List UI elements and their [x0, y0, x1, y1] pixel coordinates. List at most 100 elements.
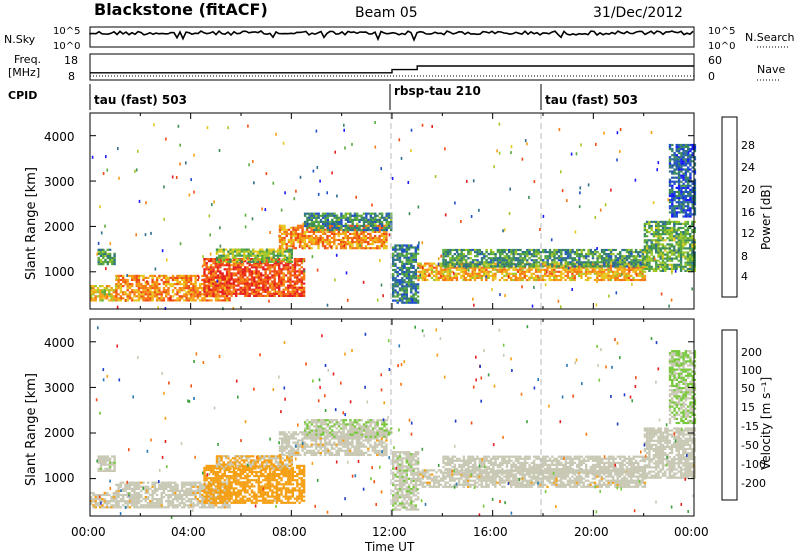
power-cell	[281, 254, 284, 257]
power-cell	[137, 280, 141, 284]
power-cell	[219, 276, 222, 279]
power-cell	[337, 238, 340, 242]
power-cell	[337, 232, 340, 235]
date-title: 31/Dec/2012	[593, 5, 683, 21]
power-cell	[108, 260, 112, 264]
power-cell	[247, 248, 250, 251]
power-cell	[382, 245, 386, 248]
power-cell	[94, 299, 97, 302]
power-cell	[519, 253, 522, 256]
power-cell	[416, 301, 420, 304]
power-cell	[239, 268, 242, 271]
power-cell	[582, 255, 586, 258]
power-cell	[144, 233, 147, 237]
power-cell	[234, 254, 237, 257]
power-cell	[111, 260, 114, 264]
power-cell	[435, 278, 438, 282]
power-cell	[358, 245, 361, 248]
power-cell	[201, 289, 204, 292]
power-cell	[648, 245, 651, 248]
power-cell	[371, 229, 375, 232]
power-cell	[414, 273, 417, 276]
power-cell	[661, 226, 665, 230]
power-cell	[305, 245, 309, 248]
power-cell	[288, 258, 291, 261]
power-cell	[201, 283, 204, 286]
power-cell	[573, 265, 577, 268]
power-cell	[264, 288, 267, 291]
power-cell	[687, 192, 690, 196]
power-cell	[310, 236, 313, 240]
power-cell	[335, 245, 338, 248]
power-cell	[679, 237, 683, 240]
power-cell	[324, 212, 327, 215]
power-cell	[128, 291, 132, 294]
power-cell	[673, 229, 676, 232]
power-cell	[405, 281, 408, 284]
power-cell	[542, 214, 545, 218]
power-cell	[627, 274, 631, 277]
power-cell	[292, 230, 295, 233]
power-cell	[236, 248, 239, 251]
power-cell	[271, 274, 274, 277]
power-cell	[670, 233, 674, 236]
power-cell	[679, 239, 683, 242]
power-cell	[144, 289, 147, 292]
power-cell	[326, 220, 329, 223]
power-cell	[687, 166, 690, 169]
power-cell	[110, 295, 113, 298]
power-cell	[207, 266, 211, 269]
power-cell	[239, 264, 242, 267]
power-cell	[296, 280, 299, 283]
power-cell	[439, 268, 443, 271]
power-cell	[301, 228, 304, 231]
velocity-cell	[128, 506, 132, 509]
power-cell	[326, 226, 329, 230]
power-cell	[298, 272, 301, 275]
power-cell	[557, 266, 560, 269]
power-cell	[299, 243, 302, 246]
power-cell	[199, 283, 202, 286]
power-cell	[691, 287, 693, 291]
power-cell	[548, 264, 551, 267]
power-cell	[203, 295, 206, 298]
power-cell	[394, 299, 397, 302]
power-cell	[424, 278, 427, 282]
power-cell	[416, 287, 420, 290]
power-cell	[453, 253, 457, 256]
velocity-cell	[99, 506, 102, 509]
velocity-cell	[128, 496, 132, 499]
power-cell	[689, 261, 692, 264]
power-cell	[140, 285, 143, 288]
power-cell	[550, 268, 554, 271]
power-cell	[534, 266, 538, 269]
power-cell	[494, 257, 497, 260]
power-cell	[619, 128, 622, 131]
power-cell	[367, 226, 370, 230]
power-cell	[607, 261, 611, 264]
power-cell	[410, 289, 413, 292]
power-cell	[528, 263, 531, 266]
power-cell	[237, 268, 240, 271]
power-cell	[119, 299, 123, 302]
power-cell	[410, 297, 413, 300]
power-cell	[380, 212, 384, 215]
power-cell	[398, 268, 402, 272]
power-cell	[376, 298, 379, 302]
power-cell	[249, 252, 253, 255]
power-cell	[655, 241, 658, 244]
power-cell	[671, 184, 674, 187]
power-cell	[657, 249, 660, 252]
power-cell	[284, 264, 288, 267]
power-cell	[628, 251, 631, 254]
power-cell	[339, 247, 343, 250]
power-cell	[668, 201, 672, 204]
power-cell	[605, 274, 608, 277]
power-cell	[185, 293, 188, 296]
power-cell	[364, 241, 368, 244]
power-cell	[326, 229, 329, 232]
power-cell	[410, 281, 413, 284]
velocity-cell	[94, 502, 97, 505]
power-cell	[250, 274, 254, 277]
power-cell	[283, 258, 287, 261]
